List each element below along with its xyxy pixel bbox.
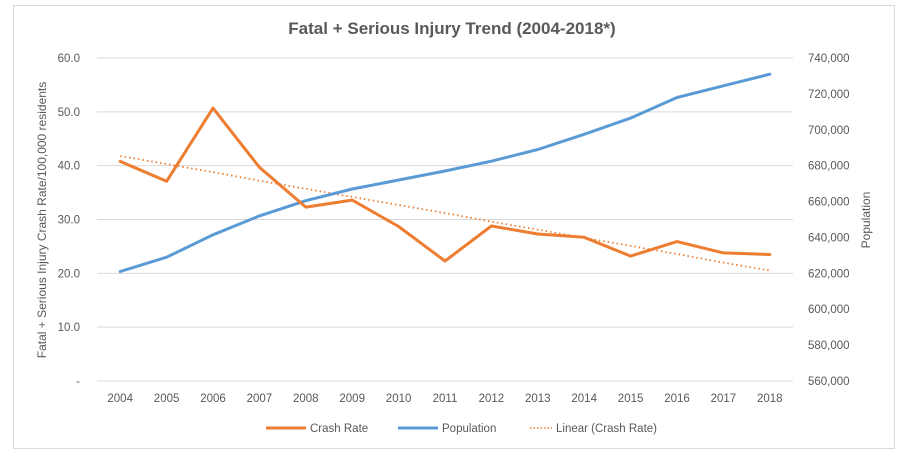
x-axis-ticks: 2004 2005 2006 2007 2008 2009 2010 2011 2012 2013… — [107, 393, 782, 405]
x-tick-label: 2014 — [571, 393, 597, 405]
series-line-population — [118, 72, 772, 273]
legend-label-linear-crash-rate: Linear (Crash Rate) — [556, 423, 657, 435]
x-tick-label: 2011 — [433, 393, 458, 405]
x-tick-label: 2004 — [107, 393, 133, 405]
series-line-crash-rate — [118, 106, 772, 263]
gridlines — [97, 57, 793, 382]
x-tick-label: 2015 — [618, 393, 644, 405]
y-tick-label: 50.0 — [58, 107, 80, 119]
x-tick-label: 2012 — [479, 393, 505, 405]
y2-tick-label: 720,000 — [808, 89, 850, 101]
x-tick-label: 2008 — [293, 393, 319, 405]
y2-tick-label: 560,000 — [808, 376, 850, 388]
y-axis-title: Fatal + Serious Injury Crash Rate/100,00… — [35, 82, 49, 358]
series-group — [118, 72, 772, 273]
series-line-linear-crash-rate — [120, 155, 770, 272]
x-tick-label: 2006 — [200, 393, 226, 405]
y2-axis-ticks: 560,000 580,000 600,000 620,000 640,000 660,0… — [808, 53, 850, 388]
y-axis-ticks: - 10.0 20.0 30.0 40.0 50.0 60.0 — [58, 53, 81, 388]
x-tick-label: 2016 — [664, 393, 690, 405]
legend-label-crash-rate: Crash Rate — [310, 423, 368, 435]
y2-tick-label: 660,000 — [808, 197, 850, 209]
x-tick-label: 2005 — [154, 393, 180, 405]
y2-tick-label: 600,000 — [808, 304, 850, 316]
y2-tick-label: 620,000 — [808, 268, 850, 280]
y-tick-label: 10.0 — [58, 322, 80, 334]
y-tick-label: - — [76, 376, 80, 388]
x-tick-label: 2018 — [757, 393, 783, 405]
x-tick-label: 2013 — [525, 393, 551, 405]
x-tick-label: 2007 — [247, 393, 273, 405]
y-tick-label: 30.0 — [58, 215, 80, 227]
y-tick-label: 40.0 — [58, 161, 80, 173]
y2-tick-label: 680,000 — [808, 161, 850, 173]
x-tick-label: 2017 — [711, 393, 737, 405]
y2-tick-label: 700,000 — [808, 125, 850, 137]
legend-label-population: Population — [442, 423, 496, 435]
y2-tick-label: 740,000 — [808, 53, 850, 65]
x-tick-label: 2009 — [339, 393, 365, 405]
y2-axis-title: Population — [859, 192, 873, 249]
chart-title: Fatal + Serious Injury Trend (2004-2018*… — [288, 19, 615, 38]
legend: Crash Rate Population Linear (Crash Rate) — [266, 423, 657, 435]
y-tick-label: 60.0 — [58, 53, 80, 65]
y-tick-label: 20.0 — [58, 268, 80, 280]
y2-tick-label: 580,000 — [808, 340, 850, 352]
x-tick-label: 2010 — [386, 393, 412, 405]
y2-tick-label: 640,000 — [808, 232, 850, 244]
